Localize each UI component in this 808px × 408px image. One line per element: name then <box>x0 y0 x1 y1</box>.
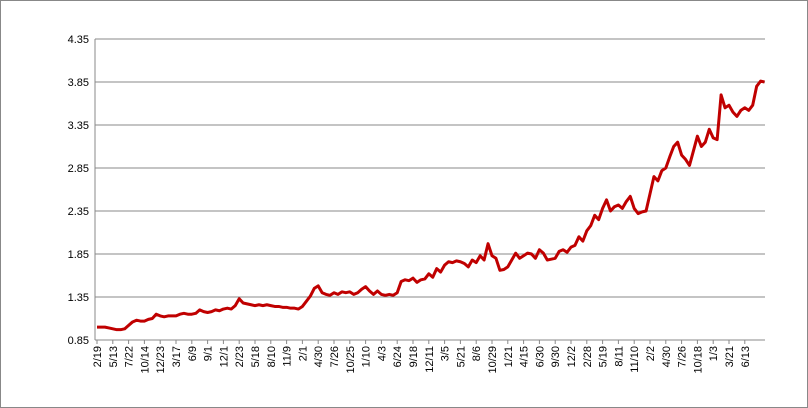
x-tick-label: 2/19 <box>92 346 104 367</box>
y-tick-label: 4.35 <box>68 34 89 46</box>
x-tick-label: 10/18 <box>692 346 704 374</box>
x-tick-label: 12/23 <box>155 346 167 374</box>
x-tick-label: 10/25 <box>345 346 357 374</box>
x-tick-label: 5/13 <box>108 346 120 367</box>
x-tick-label: 9/18 <box>408 346 420 367</box>
x-tick-label: 2/1 <box>297 346 309 361</box>
x-tick-label: 8/10 <box>266 346 278 367</box>
x-tick-label: 6/30 <box>534 346 546 367</box>
x-tick-label: 2/2 <box>645 346 657 361</box>
y-tick-label: 3.35 <box>68 120 89 132</box>
x-tick-label: 4/15 <box>519 346 531 367</box>
x-tick-label: 4/30 <box>661 346 673 367</box>
x-tick-label: 7/22 <box>124 346 136 367</box>
x-tick-label: 4/30 <box>313 346 325 367</box>
x-tick-label: 5/19 <box>598 346 610 367</box>
y-tick-label: 0.85 <box>68 335 89 347</box>
data-line <box>97 79 765 332</box>
y-tick-label: 1.35 <box>68 292 89 304</box>
x-tick-label: 5/21 <box>455 346 467 367</box>
x-tick-label: 11/9 <box>282 346 294 367</box>
x-tick-label: 1/10 <box>361 346 373 367</box>
x-tick-label: 1/21 <box>503 346 515 367</box>
x-tick-label: 7/26 <box>677 346 689 367</box>
x-tick-label: 2/28 <box>582 346 594 367</box>
x-tick-label: 6/13 <box>740 346 752 367</box>
x-tick-label: 10/14 <box>139 346 151 374</box>
x-tick-label: 12/2 <box>566 346 578 367</box>
x-tick-label: 12/1 <box>218 346 230 367</box>
x-tick-label: 10/29 <box>487 346 499 374</box>
x-tick-label: 6/24 <box>392 346 404 367</box>
x-tick-label: 4/3 <box>376 346 388 361</box>
x-tick-label: 11/10 <box>629 346 641 373</box>
y-tick-label: 1.85 <box>68 249 89 261</box>
x-tick-label: 8/11 <box>613 346 625 367</box>
y-tick-label: 2.35 <box>68 206 89 218</box>
x-tick-label: 5/18 <box>250 346 262 367</box>
y-tick-label: 3.85 <box>68 77 89 89</box>
x-tick-label: 3/21 <box>724 346 736 367</box>
x-tick-label: 3/5 <box>440 346 452 361</box>
x-tick-label: 3/17 <box>171 346 183 367</box>
x-tick-label: 12/11 <box>424 346 436 373</box>
x-tick-label: 9/1 <box>203 346 215 361</box>
x-tick-label: 1/3 <box>708 346 720 361</box>
x-tick-label: 2/23 <box>234 346 246 367</box>
x-tick-label: 7/26 <box>329 346 341 367</box>
y-tick-label: 2.85 <box>68 163 89 175</box>
x-tick-label: 8/6 <box>471 346 483 361</box>
x-tick-label: 9/30 <box>550 346 562 367</box>
x-tick-label: 6/9 <box>187 346 199 361</box>
